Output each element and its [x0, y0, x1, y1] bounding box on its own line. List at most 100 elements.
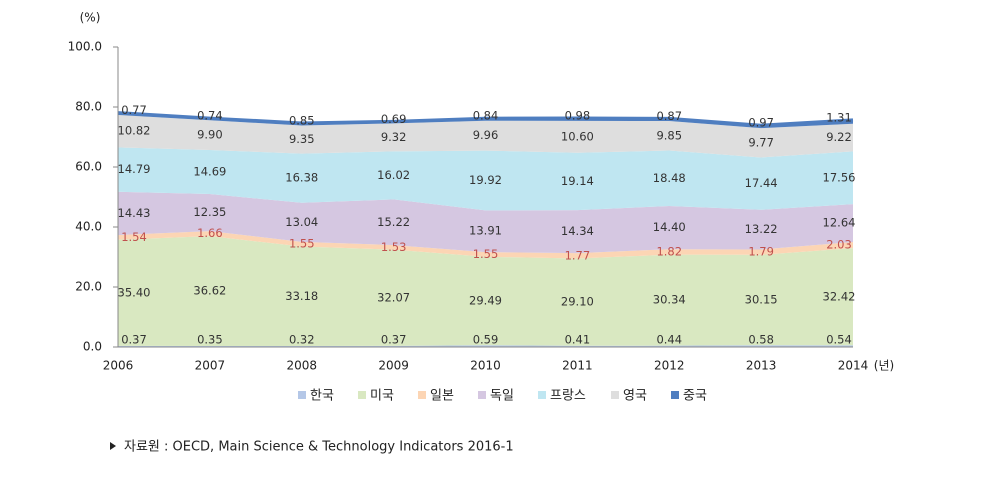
- x-tick-label: 2010: [470, 359, 501, 373]
- area: [118, 147, 853, 211]
- value-label: 17.44: [745, 176, 778, 190]
- value-label: 16.38: [285, 171, 318, 185]
- legend-label: 한국: [310, 389, 334, 404]
- value-label: 9.90: [197, 128, 223, 142]
- legend-label: 중국: [683, 389, 707, 404]
- value-label: 0.97: [748, 116, 774, 130]
- value-label: 0.84: [473, 109, 499, 123]
- value-label: 0.87: [656, 109, 682, 123]
- legend-swatch: [538, 391, 546, 399]
- value-label: 36.62: [193, 284, 226, 298]
- value-label: 14.43: [118, 206, 151, 220]
- y-tick-label: 20.0: [75, 280, 102, 294]
- value-label: 0.74: [197, 109, 223, 123]
- legend-swatch: [671, 391, 679, 399]
- x-tick-label: 2011: [562, 359, 593, 373]
- bullet: [110, 442, 116, 450]
- y-tick-label: 40.0: [75, 220, 102, 234]
- value-label: 0.98: [565, 108, 591, 122]
- value-label: 13.22: [745, 222, 778, 236]
- source-note: 자료원 : OECD, Main Science & Technology In…: [124, 440, 514, 455]
- value-label: 1.31: [826, 110, 852, 124]
- value-label: 0.41: [565, 333, 591, 347]
- y-tick-label: 100.0: [68, 40, 102, 54]
- value-label: 1.55: [289, 237, 315, 251]
- value-label: 10.82: [118, 124, 151, 138]
- value-label: 0.44: [656, 333, 682, 347]
- value-label: 16.02: [377, 168, 410, 182]
- value-label: 0.37: [381, 333, 407, 347]
- value-label: 1.77: [565, 248, 591, 262]
- value-label: 33.18: [285, 289, 318, 303]
- value-label: 32.42: [823, 289, 856, 303]
- legend-label: 독일: [490, 389, 514, 404]
- value-label: 9.77: [748, 135, 774, 149]
- legend-label: 일본: [430, 389, 454, 404]
- value-label: 9.35: [289, 132, 315, 146]
- legend-swatch: [611, 391, 619, 399]
- y-axis-label: (%): [80, 11, 101, 25]
- x-tick-label: 2006: [103, 359, 134, 373]
- value-label: 15.22: [377, 215, 410, 229]
- value-label: 17.56: [823, 170, 856, 184]
- area: [118, 114, 853, 158]
- value-label: 13.04: [285, 215, 318, 229]
- value-label: 0.77: [121, 103, 147, 117]
- value-label: 1.53: [381, 240, 407, 254]
- value-label: 0.54: [826, 333, 852, 347]
- value-label: 0.32: [289, 333, 315, 347]
- value-label: 14.34: [561, 224, 594, 238]
- value-label: 12.35: [193, 205, 226, 219]
- legend-swatch: [358, 391, 366, 399]
- value-label: 14.69: [193, 165, 226, 179]
- value-label: 2.03: [826, 238, 852, 252]
- legend-label: 프랑스: [550, 389, 586, 404]
- value-label: 29.10: [561, 295, 594, 309]
- value-label: 14.79: [118, 162, 151, 176]
- x-tick-label: 2009: [378, 359, 409, 373]
- value-label: 0.35: [197, 333, 223, 347]
- legend-swatch: [478, 391, 486, 399]
- y-tick-label: 60.0: [75, 160, 102, 174]
- legend-swatch: [418, 391, 426, 399]
- x-tick-label: 2008: [286, 359, 317, 373]
- value-label: 0.58: [748, 333, 774, 347]
- x-axis-label: (년): [874, 359, 894, 373]
- value-label: 1.79: [748, 245, 774, 259]
- series-line: [117, 111, 854, 127]
- value-label: 0.37: [121, 333, 147, 347]
- value-label: 0.69: [381, 112, 407, 126]
- value-label: 9.32: [381, 130, 407, 144]
- x-tick-label: 2007: [195, 359, 226, 373]
- y-tick-label: 80.0: [75, 100, 102, 114]
- legend-swatch: [298, 391, 306, 399]
- value-label: 1.54: [121, 230, 147, 244]
- value-label: 0.85: [289, 113, 315, 127]
- value-label: 12.64: [823, 216, 856, 230]
- value-label: 1.82: [656, 244, 682, 258]
- value-label: 9.85: [656, 128, 682, 142]
- area: [118, 191, 853, 254]
- value-label: 29.49: [469, 293, 502, 307]
- value-label: 9.96: [473, 128, 499, 142]
- value-label: 1.66: [197, 226, 223, 240]
- value-label: 1.55: [473, 247, 499, 261]
- value-label: 0.59: [473, 333, 499, 347]
- x-tick-label: 2013: [746, 359, 777, 373]
- value-label: 30.15: [745, 293, 778, 307]
- value-label: 14.40: [653, 220, 686, 234]
- value-label: 30.34: [653, 293, 686, 307]
- value-label: 32.07: [377, 290, 410, 304]
- value-label: 9.22: [826, 130, 852, 144]
- value-label: 13.91: [469, 224, 502, 238]
- legend-label: 미국: [370, 389, 394, 404]
- legend-label: 영국: [623, 389, 647, 404]
- value-label: 19.14: [561, 174, 594, 188]
- y-tick-label: 0.0: [83, 340, 102, 354]
- value-label: 35.40: [118, 285, 151, 299]
- value-label: 10.60: [561, 129, 594, 143]
- area: [118, 231, 853, 259]
- value-label: 18.48: [653, 171, 686, 185]
- value-label: 19.92: [469, 173, 502, 187]
